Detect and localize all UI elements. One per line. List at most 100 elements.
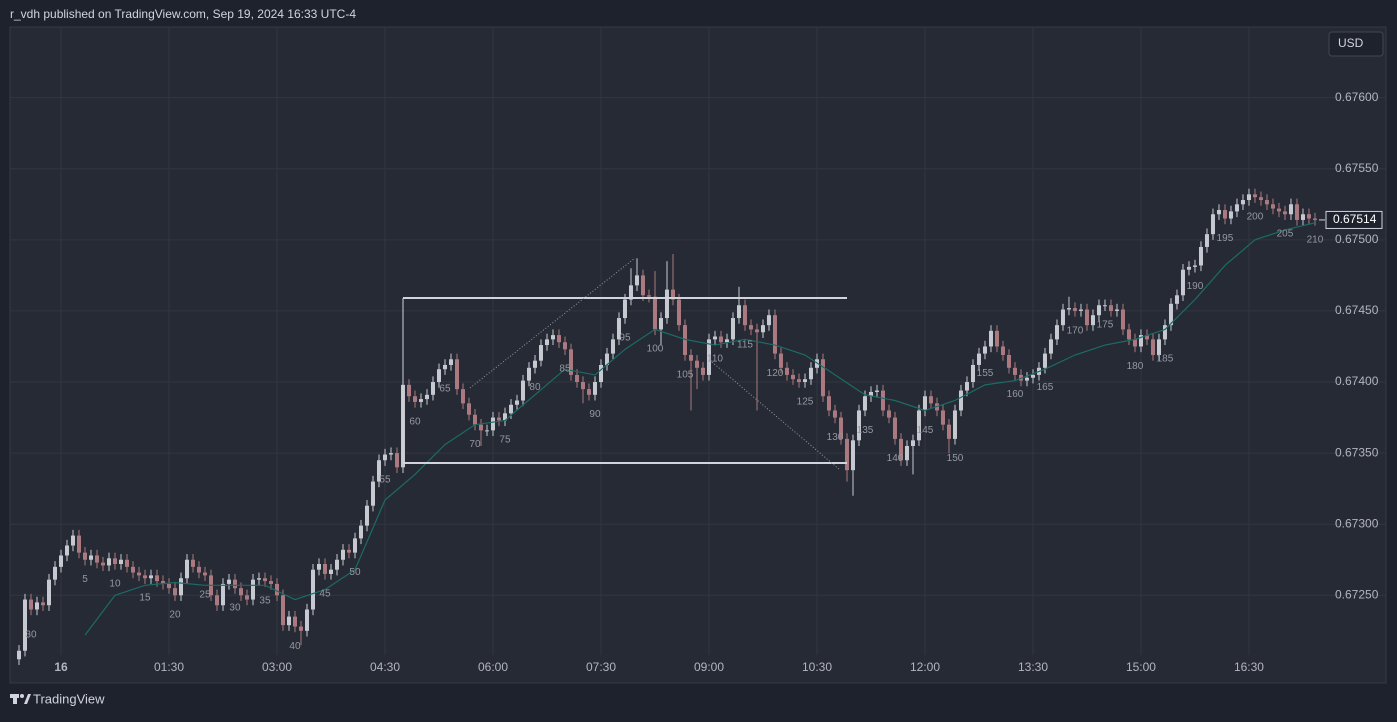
candle-body [1234,204,1239,212]
x-tick-label: 04:30 [370,660,400,674]
bar-count-label: 5 [82,574,88,585]
candle-body [1216,209,1221,215]
bar-count-label: 15 [139,593,151,604]
x-tick-label: 07:30 [586,660,616,674]
candle-body [766,315,771,326]
candle-body [1072,308,1077,311]
x-tick-label: 03:00 [262,660,292,674]
candle-body [1186,266,1191,270]
candle-body [304,609,309,631]
candle-body [214,595,219,606]
candle-body [1012,367,1017,375]
candle-body [520,380,525,401]
bar-count-label: 20 [169,610,181,621]
bar-count-label: 200 [1247,212,1264,223]
candle-body [340,549,345,560]
y-tick-label: 0.67250 [1335,587,1379,601]
candle-body [274,583,279,596]
currency-label: USD [1338,36,1364,50]
candle-body [478,424,483,431]
candle-body [982,346,987,354]
bar-count-label: 125 [797,396,814,407]
bar-count-label: 25 [199,590,211,601]
candle-body [298,626,303,631]
candle-body [1024,377,1029,381]
candle-body [286,616,291,626]
candle-body [412,396,417,402]
last-price-box [1325,210,1383,229]
y-tick-label: 0.67300 [1335,516,1379,530]
candle-body [112,558,117,565]
bar-count-label: 140 [887,453,904,464]
candle-body [52,566,57,580]
candle-body [1108,305,1113,311]
candle-body [748,325,753,330]
candle-body [778,353,783,368]
logo-part [20,694,24,698]
currency-button[interactable] [1328,31,1384,57]
candle-body [1144,335,1149,340]
candle-body [1288,204,1293,215]
candle-body [760,325,765,333]
candle-body [1174,295,1179,304]
candle-body [70,535,75,546]
candle-body [160,581,165,584]
candle-body [1138,335,1143,347]
candle-body [226,579,231,584]
bar-count-label: 70 [469,439,481,450]
candle-body [544,339,549,346]
candle-body [490,417,495,431]
y-tick-label: 0.67550 [1335,161,1379,175]
candle-body [1054,325,1059,340]
candle-body [682,325,687,356]
candle-body [454,359,459,390]
candle-body [1312,218,1317,220]
candle-body [376,460,381,482]
bar-count-label: 60 [409,416,421,427]
candle-body [562,342,567,350]
candle-body [1258,197,1263,201]
candle-body [898,438,903,461]
bar-count-label: 10 [109,578,121,589]
candle-body [76,535,81,553]
candle-body [790,374,795,380]
candle-body [508,404,513,414]
candle-body [676,299,681,326]
candle-body [94,555,99,563]
candle-body [514,400,519,405]
candle-body [322,564,327,574]
candle-body [1066,308,1071,310]
candle-body [406,384,411,397]
candle-body [1078,309,1083,311]
candle-body [1120,309,1125,330]
bar-count-label: 120 [767,368,784,379]
candle-body [250,579,255,600]
candle-body [958,390,963,411]
x-tick-label: 12:00 [910,660,940,674]
bar-count-label: 170 [1067,325,1084,336]
last-price-label: 0.67514 [1333,212,1377,226]
candle-body [442,364,447,370]
candle-body [172,588,177,596]
candle-body [628,285,633,300]
candle-body [598,364,603,383]
candle-body [292,616,297,627]
candle-body [640,275,645,296]
bar-count-label: 95 [619,332,631,343]
candle-body [784,367,789,375]
candle-body [1210,214,1215,235]
bar-count-label: 110 [707,354,723,365]
candle-body [838,417,843,439]
candle-body [262,578,267,582]
candle-body [1294,204,1299,220]
candle-body [280,595,285,626]
candle-body [946,424,951,439]
candle-body [1060,309,1065,326]
logo-part [24,694,31,704]
candle-body [124,559,129,567]
bar-count-label: 55 [379,475,391,486]
candle-body [1306,214,1311,219]
candle-body [538,345,543,361]
candle-body [532,360,537,368]
candle-body [526,367,531,381]
